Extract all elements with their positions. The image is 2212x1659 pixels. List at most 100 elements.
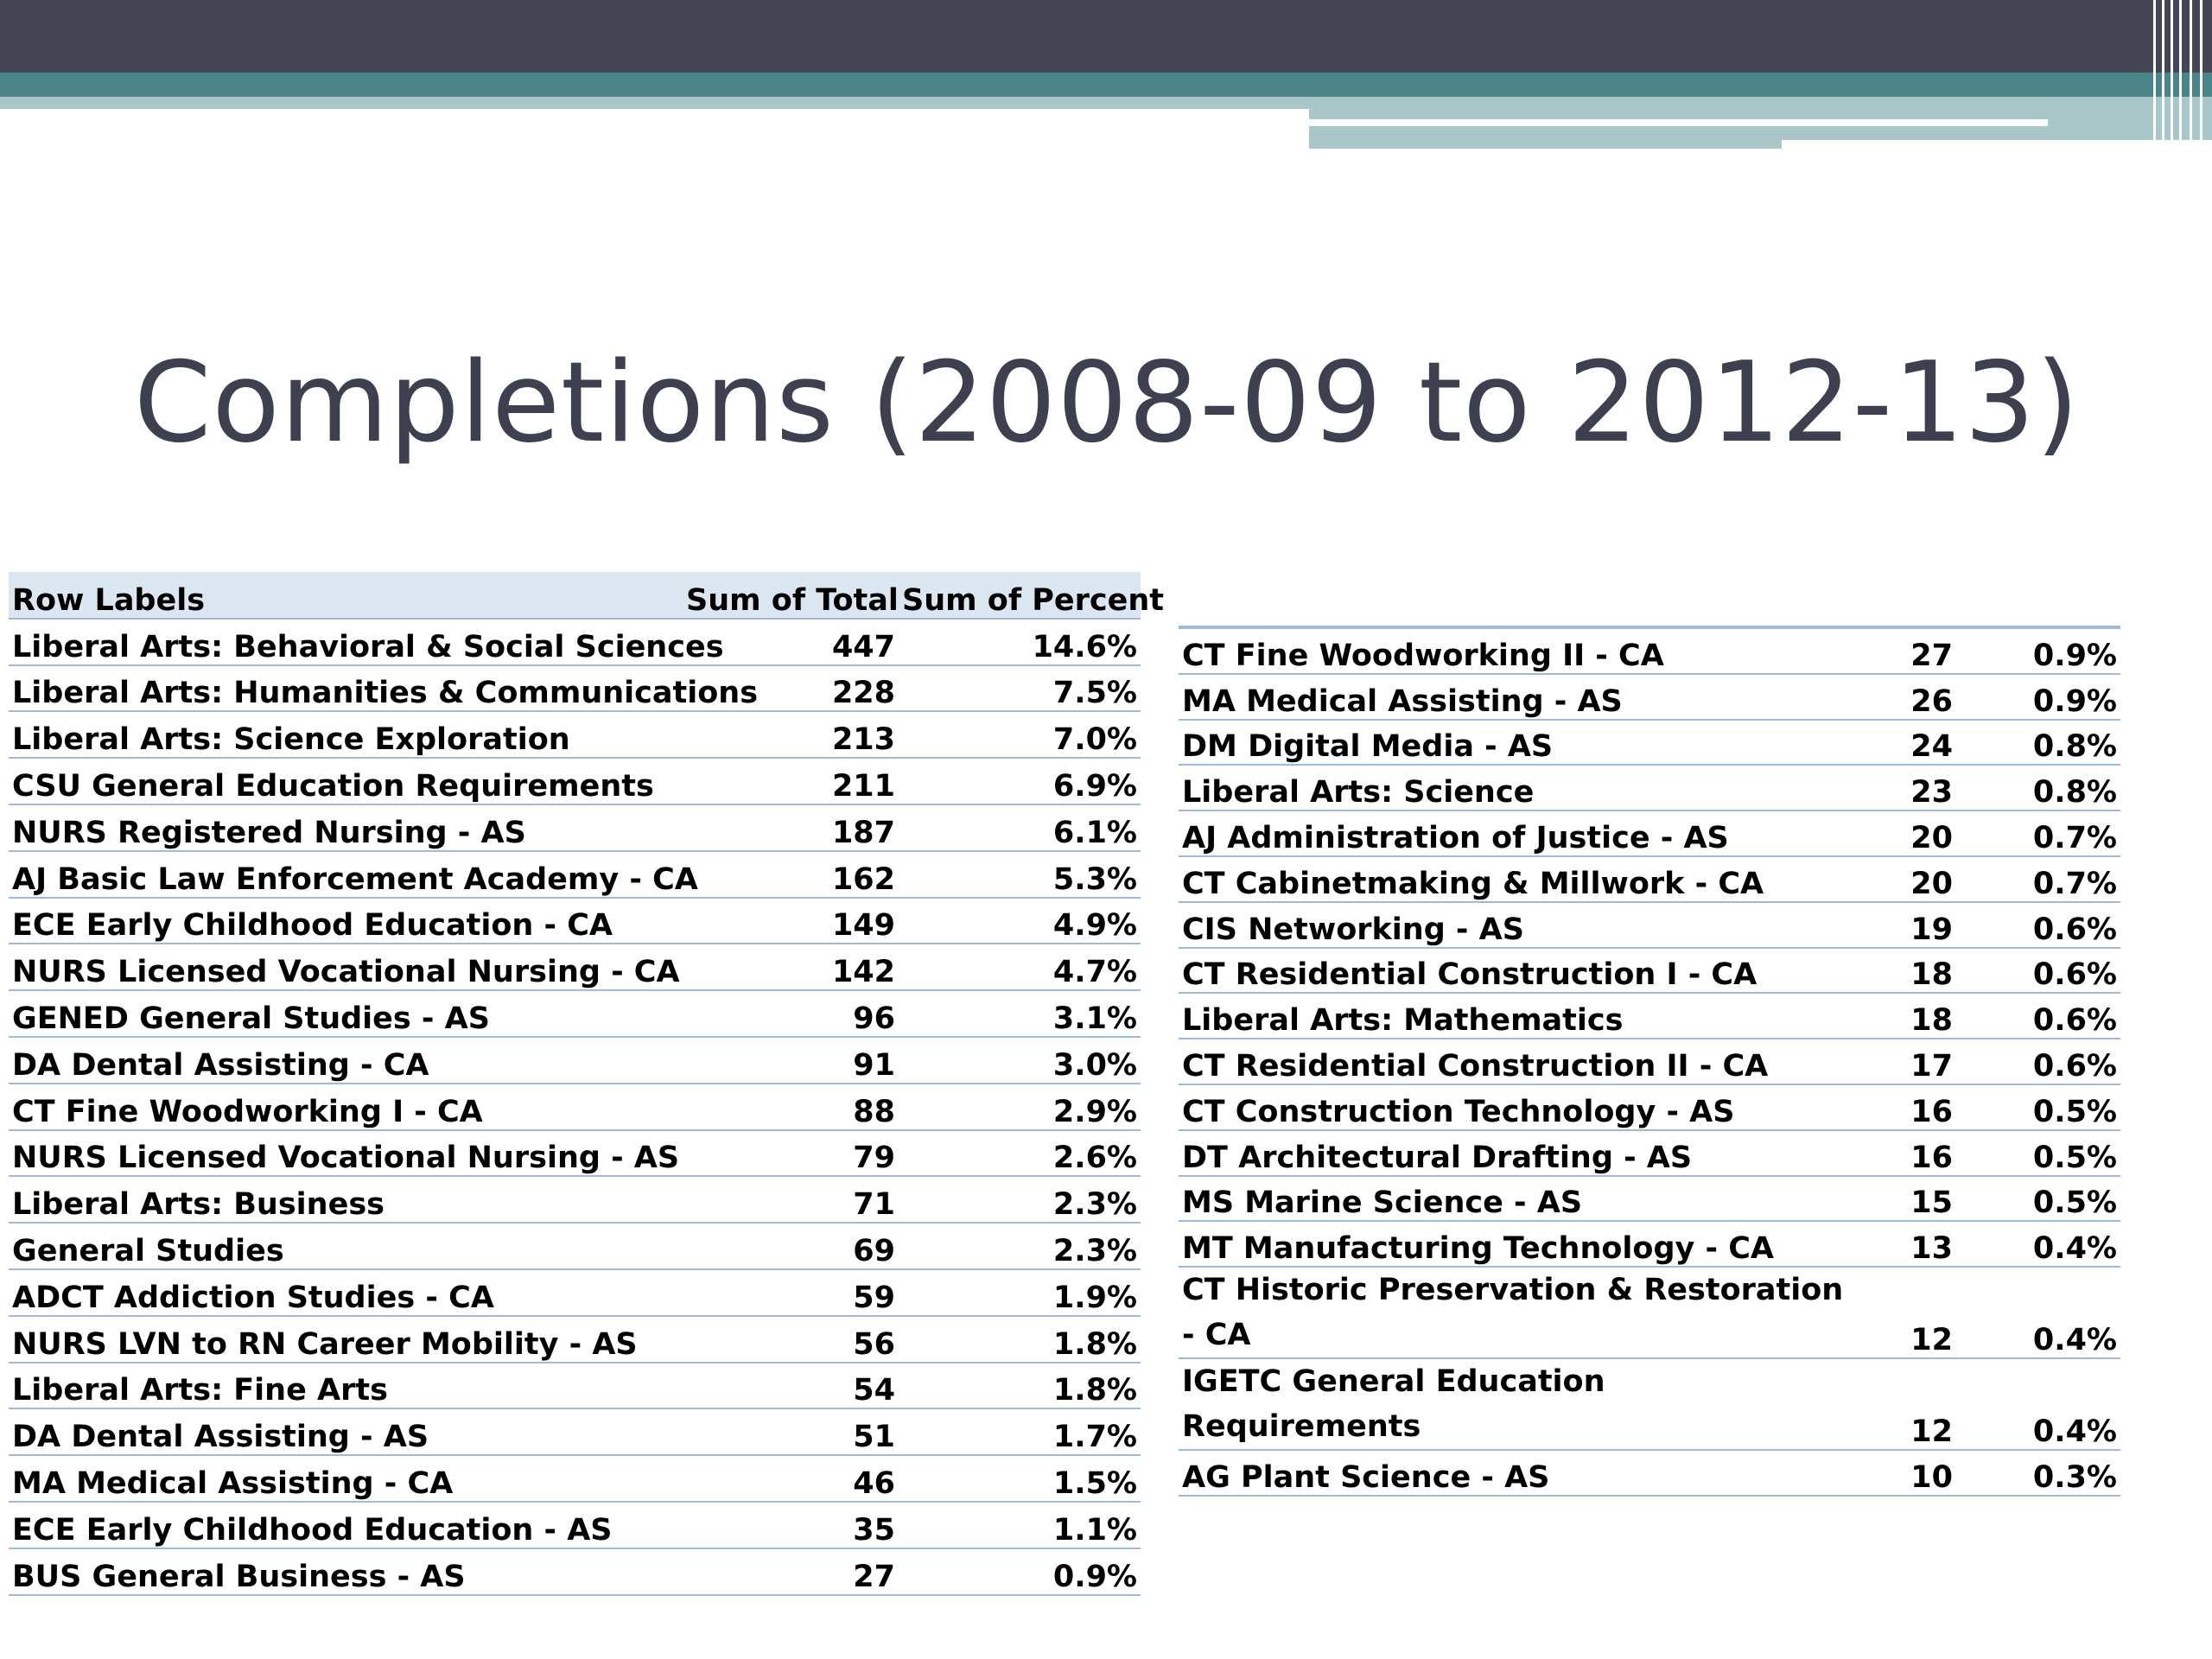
row-percent-cell: 1.8% [899, 1315, 1141, 1363]
row-label-cell: ECE Early Childhood Education - AS [9, 1501, 683, 1549]
row-label-cell: GENED General Studies - AS [9, 990, 683, 1038]
row-label-cell: General Studies [9, 1223, 683, 1270]
row-label-cell: Liberal Arts: Behavioral & Social Scienc… [9, 618, 724, 666]
row-total-cell: 27 [683, 1548, 899, 1596]
row-total-cell: 24 [1844, 719, 1956, 766]
table-row: IGETC General Education Requirements 12 0.… [1179, 1358, 2120, 1452]
row-percent-cell: 1.1% [899, 1501, 1141, 1549]
row-percent-cell: 0.3% [1956, 1450, 2120, 1497]
header-sum-of-total: Sum of Total [683, 572, 899, 620]
row-percent-cell: 0.6% [1956, 947, 2120, 995]
row-total-cell: 12 [1844, 1358, 1956, 1452]
table-row: DA Dental Assisting - CA 91 3.0% [9, 1036, 1141, 1084]
header-band-light-left [0, 97, 1309, 109]
slide-title: Completions (2008-09 to 2012-13) [134, 339, 2080, 467]
row-total-cell: 213 [683, 711, 899, 760]
table-row: CT Cabinetmaking & Millwork - CA 20 0.7% [1179, 855, 2120, 903]
row-label-cell: AJ Administration of Justice - AS [1179, 810, 1844, 857]
header-row-labels: Row Labels [9, 572, 683, 620]
row-total-cell: 16 [1844, 1129, 1956, 1177]
header-band-teal [0, 73, 2212, 99]
table-row: Liberal Arts: Behavioral & Social Scienc… [9, 618, 1141, 666]
row-total-cell: 46 [683, 1455, 899, 1503]
row-percent-cell: 1.9% [899, 1268, 1141, 1317]
row-label-cell: NURS LVN to RN Career Mobility - AS [9, 1315, 683, 1363]
table-row: DM Digital Media - AS 24 0.8% [1179, 719, 2120, 766]
row-label-cell: DM Digital Media - AS [1179, 719, 1844, 766]
row-percent-cell: 6.1% [899, 804, 1141, 852]
table-row: CT Historic Preservation & Restoration -… [1179, 1267, 2120, 1360]
row-total-cell: 16 [1844, 1084, 1956, 1131]
row-percent-cell: 7.0% [899, 711, 1141, 760]
row-percent-cell: 1.7% [899, 1408, 1141, 1457]
row-percent-cell: 1.5% [899, 1455, 1141, 1503]
header-white-line-upper [1309, 119, 2048, 126]
table-row: MA Medical Assisting - CA 46 1.5% [9, 1455, 1141, 1503]
row-label-cell: MT Manufacturing Technology - CA [1179, 1221, 1844, 1268]
row-total-cell: 88 [683, 1083, 899, 1131]
pivot-table-left: Row Labels Sum of Total Sum of Percent L… [9, 572, 1164, 1596]
row-label-cell: DA Dental Assisting - AS [9, 1408, 683, 1457]
row-label-cell: CSU General Education Requirements [9, 758, 683, 805]
table-top-rule [1179, 626, 2120, 629]
row-total-cell: 26 [1844, 673, 1956, 721]
header-band-dark [0, 0, 2212, 73]
pivot-table-right-body: CT Fine Woodworking II - CA 27 0.9% MA Medi… [1179, 626, 2120, 1497]
row-percent-cell: 2.3% [899, 1176, 1141, 1224]
table-row: DT Architectural Drafting - AS 16 0.5% [1179, 1129, 2120, 1177]
row-total-cell: 18 [1844, 993, 1956, 1040]
row-total-cell: 447 [683, 618, 899, 666]
table-row: DA Dental Assisting - AS 51 1.7% [9, 1408, 1141, 1457]
table-header-row: Row Labels Sum of Total Sum of Percent [9, 572, 1164, 620]
table-row: CT Fine Woodworking I - CA 88 2.9% [9, 1083, 1141, 1131]
table-row: CT Residential Construction I - CA 18 0.6% [1179, 947, 2120, 995]
row-total-cell: 20 [1844, 855, 1956, 903]
row-total-cell: 71 [683, 1176, 899, 1224]
row-percent-cell: 2.9% [899, 1083, 1141, 1131]
row-total-cell: 10 [1844, 1450, 1956, 1497]
row-label-cell: CT Residential Construction II - CA [1179, 1039, 1844, 1085]
row-percent-cell: 0.7% [1956, 855, 2120, 903]
row-label-cell: Liberal Arts: Fine Arts [9, 1362, 683, 1410]
pivot-table-left-body: Liberal Arts: Behavioral & Social Scienc… [9, 618, 1141, 1596]
table-row: CT Residential Construction II - CA 17 0.6… [1179, 1039, 2120, 1085]
row-percent-cell: 4.7% [899, 944, 1141, 992]
pivot-table-right: CT Fine Woodworking II - CA 27 0.9% MA Medi… [1179, 626, 2120, 1497]
row-total-cell: 27 [1844, 628, 1956, 675]
row-total-cell: 96 [683, 990, 899, 1038]
row-label-cell: CT Historic Preservation & Restoration -… [1179, 1267, 1844, 1360]
row-percent-cell: 0.9% [899, 1548, 1141, 1596]
row-percent-cell: 0.6% [1956, 1039, 2120, 1085]
header-stripe [2162, 0, 2164, 149]
row-total-cell: 20 [1844, 810, 1956, 857]
row-total-cell: 54 [683, 1362, 899, 1410]
row-label-cell: NURS Licensed Vocational Nursing - CA [9, 944, 683, 992]
row-percent-cell: 0.5% [1956, 1084, 2120, 1131]
row-label-cell: Liberal Arts: Mathematics [1179, 993, 1844, 1040]
row-percent-cell: 0.7% [1956, 810, 2120, 857]
table-row: NURS Registered Nursing - AS 187 6.1% [9, 804, 1141, 852]
header-stripe [2200, 0, 2202, 149]
row-label-cell: Liberal Arts: Business [9, 1176, 683, 1224]
table-row: AJ Administration of Justice - AS 20 0.7% [1179, 810, 2120, 857]
row-total-cell: 56 [683, 1315, 899, 1363]
row-percent-cell: 0.6% [1956, 993, 2120, 1040]
row-label-cell: BUS General Business - AS [9, 1548, 683, 1596]
table-row: GENED General Studies - AS 96 3.1% [9, 990, 1141, 1038]
table-row: CT Construction Technology - AS 16 0.5% [1179, 1084, 2120, 1131]
table-row: CSU General Education Requirements 211 6.9… [9, 758, 1141, 805]
header-stripe [2153, 0, 2156, 149]
row-percent-cell: 0.8% [1956, 719, 2120, 766]
row-percent-cell: 2.6% [899, 1129, 1141, 1178]
row-percent-cell: 0.5% [1956, 1175, 2120, 1223]
table-row: AG Plant Science - AS 10 0.3% [1179, 1450, 2120, 1497]
row-label-cell: MA Medical Assisting - CA [9, 1455, 683, 1503]
row-percent-cell: 7.5% [899, 664, 1141, 713]
row-label-cell: DA Dental Assisting - CA [9, 1036, 683, 1084]
row-percent-cell: 0.5% [1956, 1129, 2120, 1177]
row-label-cell: CT Construction Technology - AS [1179, 1084, 1844, 1131]
row-label-cell: DT Architectural Drafting - AS [1179, 1129, 1844, 1177]
table-row: MS Marine Science - AS 15 0.5% [1179, 1175, 2120, 1223]
row-percent-cell: 6.9% [899, 758, 1141, 805]
row-total-cell: 23 [1844, 765, 1956, 812]
